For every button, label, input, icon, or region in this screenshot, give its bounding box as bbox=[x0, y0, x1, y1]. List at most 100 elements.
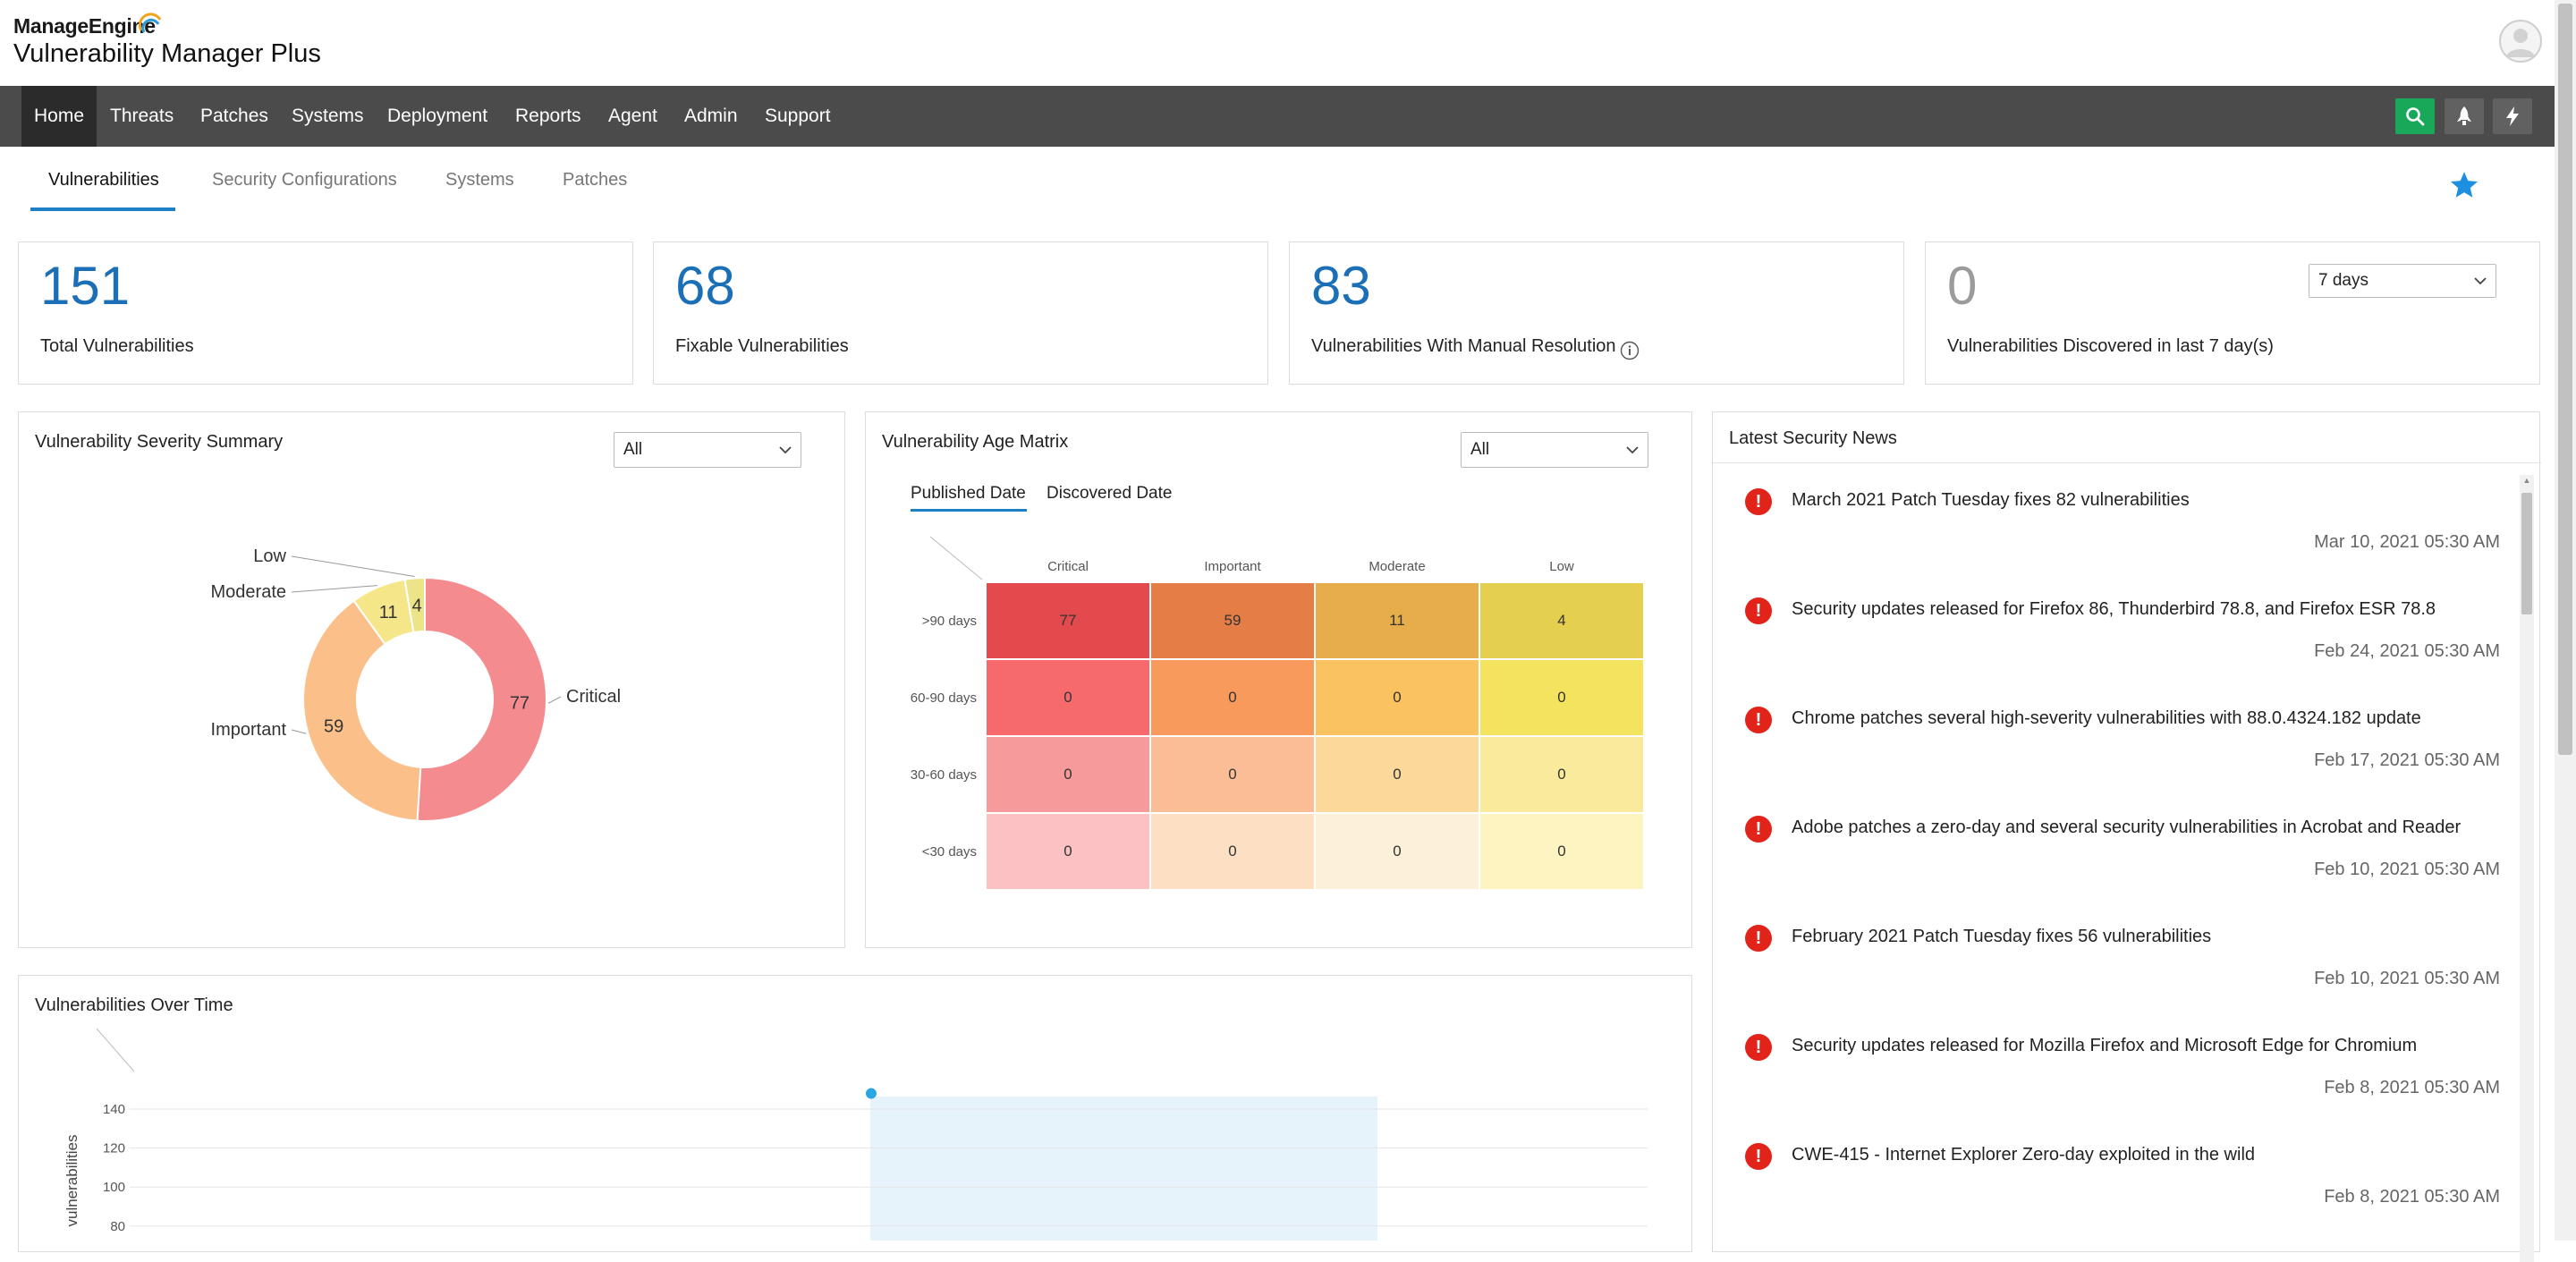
tab-discovered-date[interactable]: Discovered Date bbox=[1046, 484, 1173, 503]
donut-category-label: Critical bbox=[566, 687, 621, 707]
page-scrollbar-track[interactable] bbox=[2555, 0, 2576, 1241]
nav-item-reports[interactable]: Reports bbox=[515, 106, 581, 126]
news-item[interactable]: ! CWE-415 - Internet Explorer Zero-day e… bbox=[1713, 1123, 2500, 1232]
discovered-count: 0 bbox=[1947, 256, 1978, 316]
tab-patches[interactable]: Patches bbox=[563, 170, 628, 190]
matrix-cell[interactable]: 0 bbox=[987, 660, 1149, 735]
news-date: Feb 10, 2021 05:30 AM bbox=[2314, 969, 2500, 988]
donut-slice-low[interactable] bbox=[403, 576, 426, 634]
news-title[interactable]: March 2021 Patch Tuesday fixes 82 vulner… bbox=[1792, 490, 2190, 510]
tab-systems[interactable]: Systems bbox=[445, 170, 514, 190]
favorite-star-icon[interactable] bbox=[2449, 170, 2479, 200]
donut-value-label: 11 bbox=[379, 603, 398, 623]
tab-vulnerabilities[interactable]: Vulnerabilities bbox=[48, 170, 159, 190]
search-icon bbox=[2406, 107, 2425, 126]
matrix-cell[interactable]: 0 bbox=[1151, 660, 1314, 735]
news-item[interactable]: ! Chrome patches several high-severity v… bbox=[1713, 687, 2500, 796]
matrix-cell[interactable]: 0 bbox=[1316, 814, 1479, 889]
news-title[interactable]: CWE-415 - Internet Explorer Zero-day exp… bbox=[1792, 1145, 2256, 1165]
nav-item-home[interactable]: Home bbox=[21, 86, 97, 147]
alert-icon: ! bbox=[1745, 925, 1772, 952]
news-date: Mar 10, 2021 05:30 AM bbox=[2314, 532, 2500, 552]
user-avatar[interactable] bbox=[2499, 20, 2542, 63]
manual-resolution-count: 83 bbox=[1311, 256, 1371, 316]
severity-filter-value: All bbox=[623, 440, 643, 459]
matrix-column-label: Critical bbox=[1047, 559, 1089, 574]
page-scrollbar-thumb[interactable] bbox=[2558, 4, 2572, 755]
news-scrollbar-track[interactable]: ▲ bbox=[2520, 475, 2534, 1262]
summary-card-fixable[interactable]: 68 Fixable Vulnerabilities bbox=[653, 241, 1268, 385]
fixable-vulnerabilities-count: 68 bbox=[675, 256, 735, 316]
search-button[interactable] bbox=[2395, 98, 2435, 134]
news-item[interactable]: ! March 2021 Patch Tuesday fixes 82 vuln… bbox=[1713, 469, 2500, 578]
matrix-cell[interactable]: 0 bbox=[1480, 814, 1643, 889]
matrix-row-label: 30-60 days bbox=[910, 767, 977, 783]
news-item[interactable]: ! Security updates released for Mozilla … bbox=[1713, 1014, 2500, 1123]
summary-card-total[interactable]: 151 Total Vulnerabilities bbox=[18, 241, 633, 385]
tab-published-date[interactable]: Published Date bbox=[911, 484, 1026, 503]
age-matrix-filter-dropdown[interactable]: All bbox=[1461, 432, 1648, 468]
matrix-row-label: >90 days bbox=[921, 614, 977, 629]
matrix-cell[interactable]: 59 bbox=[1151, 583, 1314, 658]
nav-item-support[interactable]: Support bbox=[765, 106, 831, 126]
matrix-cell[interactable]: 0 bbox=[1316, 660, 1479, 735]
donut-label-line bbox=[291, 729, 307, 734]
nav-item-systems[interactable]: Systems bbox=[292, 106, 364, 126]
quick-actions-button[interactable] bbox=[2493, 98, 2532, 134]
matrix-cell[interactable]: 11 bbox=[1316, 583, 1479, 658]
donut-label-line bbox=[547, 696, 562, 704]
matrix-cell[interactable]: 0 bbox=[1480, 660, 1643, 735]
news-title[interactable]: Adobe patches a zero-day and several sec… bbox=[1792, 817, 2462, 837]
scroll-up-icon[interactable]: ▲ bbox=[2522, 476, 2531, 485]
news-scrollbar-thumb[interactable] bbox=[2521, 493, 2532, 614]
days-dropdown[interactable]: 7 days bbox=[2309, 264, 2496, 298]
matrix-cell[interactable]: 0 bbox=[1480, 737, 1643, 812]
matrix-cell[interactable]: 77 bbox=[987, 583, 1149, 658]
data-point[interactable] bbox=[866, 1088, 877, 1099]
severity-filter-dropdown[interactable]: All bbox=[614, 432, 801, 468]
tab-security-configurations[interactable]: Security Configurations bbox=[212, 170, 397, 190]
nav-item-deployment[interactable]: Deployment bbox=[387, 106, 488, 126]
matrix-row-label: 60-90 days bbox=[910, 690, 977, 706]
news-date: Feb 8, 2021 05:30 AM bbox=[2324, 1078, 2500, 1097]
nav-item-agent[interactable]: Agent bbox=[608, 106, 657, 126]
matrix-cell[interactable]: 0 bbox=[987, 737, 1149, 812]
news-item[interactable]: ! Adobe patches a zero-day and several s… bbox=[1713, 796, 2500, 905]
donut-label-line bbox=[291, 585, 377, 593]
severity-donut-chart: 77 Critical 59 Important 11 Moderate 4 Low bbox=[211, 546, 621, 822]
news-date: Feb 17, 2021 05:30 AM bbox=[2314, 750, 2500, 770]
summary-card-manual[interactable]: 83 Vulnerabilities With Manual Resolutio… bbox=[1289, 241, 1904, 385]
news-item[interactable]: ! Security updates released for Firefox … bbox=[1713, 578, 2500, 687]
donut-slice-critical[interactable] bbox=[416, 576, 548, 822]
matrix-cell[interactable]: 0 bbox=[1151, 814, 1314, 889]
news-title[interactable]: Security updates released for Firefox 86… bbox=[1792, 599, 2436, 619]
quick-launch-button[interactable] bbox=[2445, 98, 2484, 134]
news-title[interactable]: Security updates released for Mozilla Fi… bbox=[1792, 1036, 2418, 1055]
main-nav: Home Threats Patches Systems Deployment … bbox=[0, 86, 2555, 147]
news-item[interactable]: ! February 2021 Patch Tuesday fixes 56 v… bbox=[1713, 905, 2500, 1014]
nav-item-threats[interactable]: Threats bbox=[110, 106, 174, 126]
days-dropdown-value: 7 days bbox=[2318, 271, 2368, 290]
matrix-cell[interactable]: 0 bbox=[1316, 737, 1479, 812]
summary-card-discovered[interactable]: 0 Vulnerabilities Discovered in last 7 d… bbox=[1925, 241, 2540, 385]
active-subtab-indicator bbox=[911, 509, 1027, 512]
matrix-cell[interactable]: 0 bbox=[987, 814, 1149, 889]
matrix-cell[interactable]: 0 bbox=[1151, 737, 1314, 812]
matrix-cell[interactable]: 4 bbox=[1480, 583, 1643, 658]
news-list: ! March 2021 Patch Tuesday fixes 82 vuln… bbox=[1713, 469, 2500, 1256]
total-vulnerabilities-count: 151 bbox=[40, 256, 131, 316]
y-tick-label: 120 bbox=[103, 1141, 125, 1156]
over-time-title: Vulnerabilities Over Time bbox=[35, 995, 233, 1015]
rocket-icon bbox=[2457, 106, 2471, 125]
news-title[interactable]: Chrome patches several high-severity vul… bbox=[1792, 708, 2421, 728]
nav-item-admin[interactable]: Admin bbox=[684, 106, 738, 126]
info-icon[interactable] bbox=[1620, 341, 1640, 360]
nav-item-patches[interactable]: Patches bbox=[200, 106, 268, 126]
discovered-label: Vulnerabilities Discovered in last 7 day… bbox=[1947, 336, 2274, 356]
news-title[interactable]: February 2021 Patch Tuesday fixes 56 vul… bbox=[1792, 927, 2212, 946]
donut-slice-important[interactable] bbox=[302, 599, 422, 822]
age-matrix-filter-value: All bbox=[1470, 440, 1490, 459]
alert-icon: ! bbox=[1745, 1143, 1772, 1170]
alert-icon: ! bbox=[1745, 1034, 1772, 1061]
chevron-down-icon bbox=[2474, 277, 2487, 285]
